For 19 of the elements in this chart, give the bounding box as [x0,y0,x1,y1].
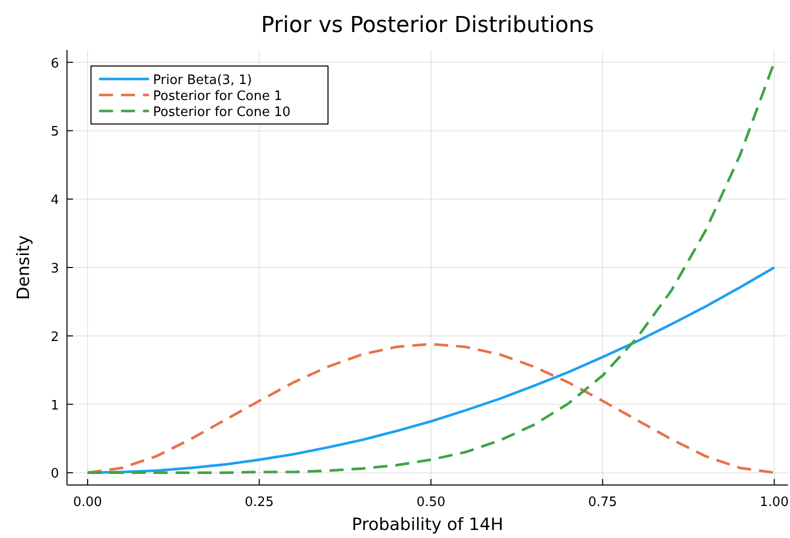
line-series [86,342,776,474]
legend-label: Posterior for Cone 10 [153,105,291,120]
y-tick-label: 4 [50,193,59,208]
chart-title: Prior vs Posterior Distributions [260,13,594,38]
x-tick-label: 0.25 [244,495,274,510]
x-tick-label: 0.00 [73,495,102,510]
legend-label: Prior Beta(3, 1) [153,73,252,88]
y-axis-title: Density [14,235,34,300]
y-tick-label: 2 [50,330,59,345]
y-tick-label: 5 [50,124,59,140]
x-tick-label: 0.75 [588,495,618,510]
legend-label: Posterior for Cone 1 [153,89,282,104]
x-tick-label: 1.00 [760,495,789,510]
y-tick-label: 3 [50,262,59,276]
x-tick-label: 0.50 [416,495,446,510]
y-tick-label: 1 [50,398,59,414]
y-tick-label: 0 [50,466,59,482]
x-axis-title: Probability of 14H [352,515,504,535]
y-tick-label: 6 [50,56,59,72]
